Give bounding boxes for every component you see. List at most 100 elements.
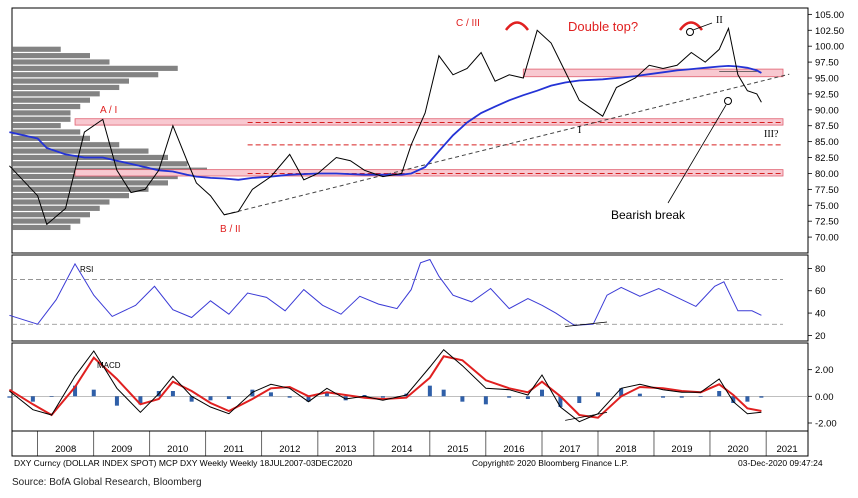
volume-profile-bar [12,91,100,97]
y-tick-label: 72.50 [815,217,839,228]
macd-histogram-bar [362,395,367,397]
volume-profile-bar [12,205,100,211]
rsi-line [9,258,762,326]
macd-histogram-bar [250,389,255,397]
volume-profile-bar [12,53,90,59]
label-a-i: A / I [100,105,117,116]
macd-histogram-bar [731,396,736,403]
volume-profile-bar [12,161,188,167]
trendlines [224,71,790,216]
macd-histogram-bar [540,389,545,397]
x-year-label: 2017 [559,444,580,455]
volume-profile-bar [12,78,129,84]
y-tick-label: 85.00 [815,137,839,148]
y-tick-label: 82.50 [815,153,839,164]
x-year-label: 2014 [391,444,412,455]
x-axis-years: 2008 2009 2010 2011 2012 2013 2014 2015 2016 2017… [37,431,798,456]
x-year-label: 2009 [111,444,132,455]
macd-histogram-bar [138,396,143,405]
macd-histogram-bar [306,396,311,402]
y-tick-label: 87.50 [815,121,839,132]
y-tick-label: 80 [815,264,826,275]
x-year-label: 2008 [55,444,76,455]
macd-histogram-bar [268,392,273,397]
x-year-label: 2018 [615,444,636,455]
macd-divergence-line [565,411,608,421]
shaded-band [74,118,784,126]
label-double-top: Double top? [568,19,638,34]
macd-series [7,348,808,423]
macd-histogram-bar [637,393,642,397]
x-year-label: 2016 [503,444,524,455]
macd-histogram-bar [759,396,764,398]
price-line [9,26,762,226]
macd-histogram-bar [73,385,78,397]
macd-histogram-bar [287,396,292,398]
macd-signal-line [8,355,762,419]
macd-histogram-bar [619,388,624,397]
macd-histogram-bar [441,389,446,397]
volume-profile-bar [12,173,178,180]
macd-histogram-bar [91,389,96,397]
bearish-break-circle [724,97,732,105]
macd-histogram-bar [507,396,512,398]
macd-histogram-bar [745,396,750,402]
y-tick-label: 92.50 [815,89,839,100]
x-year-label: 2015 [447,444,468,455]
rsi-panel-frame [11,254,809,342]
volume-profile-bar [12,199,110,205]
macd-histogram-bar [7,396,12,398]
y-tick-label: 80.00 [815,169,839,180]
volume-profile-bar [12,110,71,116]
macd-histogram-bar [114,396,119,406]
y-tick-label: 105.00 [815,10,844,21]
macd-histogram-bar [226,396,231,399]
volume-profile-bar [12,72,159,78]
macd-line [9,348,762,423]
x-year-label: 2013 [335,444,356,455]
shaded-band [74,169,784,177]
volume-profile-bar [12,84,120,91]
macd-label: MACD [97,361,121,370]
macd-histogram-bar [208,396,213,401]
label-ii: II [716,15,723,26]
top-arc-right [678,21,704,31]
volume-profile-bar [12,46,61,52]
y-tick-label: -2.00 [815,419,837,430]
x-year-label: 2021 [776,444,797,455]
macd-histogram-bar [698,396,703,397]
macd-histogram-bar [343,396,348,401]
trendline [224,73,790,216]
x-year-label: 2011 [224,444,244,455]
footer-center: Copyright© 2020 Bloomberg Finance L.P. [472,458,628,468]
y-tick-label: 100.00 [815,42,844,53]
volume-profile-bar [12,97,90,103]
y-tick-label: 77.50 [815,185,839,196]
y-tick-label: 40 [815,309,826,320]
x-axis-strip [11,430,809,457]
macd-panel-frame [11,342,809,432]
top-marker-leader [692,22,713,31]
footer-left: DXY Curncy (DOLLAR INDEX SPOT) MCP DXY W… [14,458,353,468]
macd-histogram-bar [427,385,432,397]
bearish-break-leader [667,104,727,204]
y-tick-label: 90.00 [815,105,839,116]
y-tick-label: 75.00 [815,201,839,212]
x-year-label: 2019 [671,444,692,455]
volume-profile-bar [12,224,71,231]
macd-histogram-bar [189,396,194,402]
macd-histogram-bar [380,396,385,398]
y-tick-label: 60 [815,286,826,297]
label-iii-question: III? [764,129,779,140]
macd-histogram-bar [49,396,54,397]
label-i: I [578,125,581,136]
top-arc-left [504,21,530,31]
y-tick-label: 97.50 [815,58,839,69]
macd-histogram-bar [595,392,600,397]
volume-profile-bar [12,65,178,71]
macd-histogram-bar [577,396,582,403]
volume-profile-bar [12,142,120,148]
volume-profile-bar [12,103,81,110]
y-tick-label: 102.50 [815,26,844,37]
